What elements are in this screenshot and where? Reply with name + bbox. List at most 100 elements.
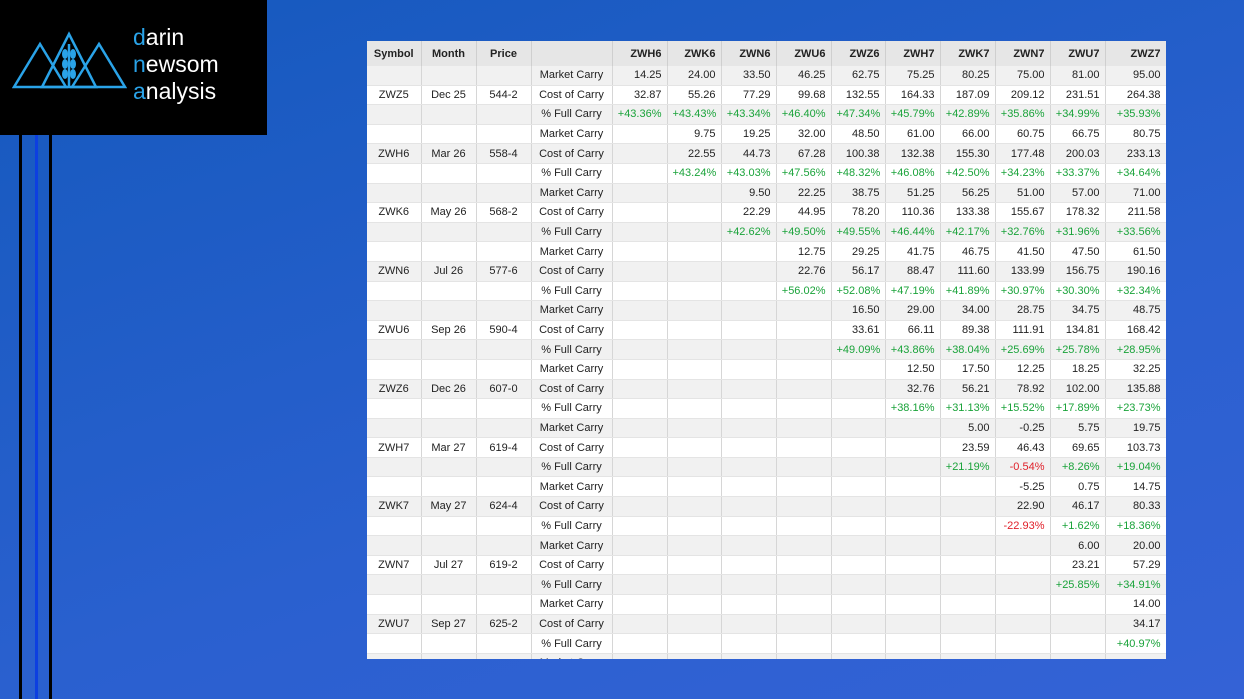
- value-cell: +43.03%: [721, 163, 777, 184]
- price-cell: [476, 418, 532, 439]
- month-cell: [421, 653, 477, 659]
- row-label: Market Carry: [531, 66, 613, 86]
- row-label: Market Carry: [531, 476, 613, 498]
- empty-cell: [667, 633, 722, 654]
- symbol-cell: ZWU7: [367, 614, 422, 635]
- empty-cell: [940, 555, 996, 576]
- value-cell: +47.34%: [831, 104, 886, 125]
- empty-cell: [721, 496, 777, 517]
- value-cell: 5.75: [1050, 418, 1106, 439]
- value-cell: 135.88: [1105, 379, 1166, 400]
- value-cell: 80.33: [1105, 496, 1166, 517]
- empty-cell: [940, 516, 996, 537]
- value-cell: 155.30: [940, 143, 996, 164]
- empty-cell: [612, 379, 668, 400]
- empty-cell: [667, 202, 722, 223]
- table-row: Market Carry 12.75 29.25 41.75 46.75 41.50 47.…: [367, 241, 1166, 262]
- table-row: % Full Carry +25.85% +34.91%: [367, 574, 1166, 596]
- table-container: Symbol Month Price ZWH6 ZWK6 ZWN6 ZWU6 ZWZ6 ZWH7…: [367, 41, 1166, 659]
- symbol-cell: [367, 633, 422, 654]
- value-cell: 69.65: [1050, 437, 1106, 458]
- value-cell: 47.50: [1050, 241, 1106, 262]
- value-cell: 211.58: [1105, 202, 1166, 223]
- row-label: % Full Carry: [531, 398, 613, 419]
- empty-cell: [831, 476, 886, 498]
- value-cell: +43.36%: [612, 104, 668, 125]
- month-cell: Mar 26: [421, 143, 477, 164]
- value-cell: 57.00: [1050, 183, 1106, 204]
- table-row: Market Carry -5.25 0.75 14.75: [367, 476, 1166, 498]
- value-cell: 0.75: [1050, 476, 1106, 498]
- value-cell: +47.19%: [885, 281, 941, 302]
- price-cell: 619-4: [476, 437, 532, 458]
- empty-cell: [721, 457, 777, 478]
- empty-cell: [667, 359, 722, 380]
- empty-cell: [831, 594, 886, 615]
- value-cell: 233.13: [1105, 143, 1166, 164]
- month-cell: Sep 27: [421, 614, 477, 635]
- price-cell: [476, 66, 532, 86]
- header-cell: [531, 41, 613, 66]
- empty-cell: [721, 398, 777, 419]
- table-row: Market Carry 14.25 24.00 33.50 46.25 62.75 75.…: [367, 66, 1166, 86]
- price-cell: [476, 104, 532, 125]
- price-cell: 577-6: [476, 261, 532, 282]
- price-cell: [476, 594, 532, 615]
- table-row: ZWU6 Sep 26 590-4 Cost of Carry 33.61 66.11 89…: [367, 320, 1166, 341]
- table-row: Market Carry 9.75 19.25 32.00 48.50 61.00 66.0…: [367, 124, 1166, 145]
- value-cell: -22.93%: [995, 516, 1051, 537]
- symbol-cell: [367, 300, 422, 321]
- empty-cell: [612, 398, 668, 419]
- symbol-cell: [367, 653, 422, 659]
- empty-cell: [776, 457, 832, 478]
- empty-cell: [831, 614, 886, 635]
- value-cell: 18.25: [1050, 359, 1106, 380]
- value-cell: 264.38: [1105, 85, 1166, 106]
- empty-cell: [667, 574, 722, 596]
- price-cell: [476, 359, 532, 380]
- price-cell: [476, 516, 532, 537]
- empty-cell: [995, 653, 1051, 659]
- symbol-cell: ZWZ6: [367, 379, 422, 400]
- empty-cell: [721, 379, 777, 400]
- value-cell: 78.92: [995, 379, 1051, 400]
- empty-cell: [776, 516, 832, 537]
- price-cell: 619-2: [476, 555, 532, 576]
- value-cell: +31.13%: [940, 398, 996, 419]
- empty-cell: [776, 555, 832, 576]
- empty-cell: [667, 339, 722, 360]
- header-row: Symbol Month Price ZWH6 ZWK6 ZWN6 ZWU6 ZWZ6 ZWH7…: [367, 41, 1166, 66]
- row-label: Cost of Carry: [531, 85, 613, 106]
- value-cell: 77.29: [721, 85, 777, 106]
- empty-cell: [831, 418, 886, 439]
- header-cell: ZWH7: [885, 41, 941, 66]
- empty-cell: [612, 261, 668, 282]
- month-cell: May 26: [421, 202, 477, 223]
- value-cell: 61.00: [885, 124, 941, 145]
- value-cell: +42.62%: [721, 222, 777, 243]
- empty-cell: [612, 183, 668, 204]
- empty-cell: [995, 594, 1051, 615]
- empty-cell: [885, 457, 941, 478]
- value-cell: -0.54%: [995, 457, 1051, 478]
- header-cell: ZWU7: [1050, 41, 1106, 66]
- value-cell: +34.91%: [1105, 574, 1166, 596]
- value-cell: +40.97%: [1105, 633, 1166, 654]
- empty-cell: [995, 614, 1051, 635]
- row-label: % Full Carry: [531, 222, 613, 243]
- month-cell: [421, 398, 477, 419]
- carry-table: Symbol Month Price ZWH6 ZWK6 ZWN6 ZWU6 ZWZ6 ZWH7…: [367, 41, 1166, 659]
- row-label: Market Carry: [531, 418, 613, 439]
- empty-cell: [667, 300, 722, 321]
- empty-cell: [667, 457, 722, 478]
- empty-cell: [885, 653, 941, 659]
- empty-cell: [612, 614, 668, 635]
- empty-cell: [721, 574, 777, 596]
- month-cell: [421, 300, 477, 321]
- value-cell: +33.37%: [1050, 163, 1106, 184]
- value-cell: 66.11: [885, 320, 941, 341]
- value-cell: 168.42: [1105, 320, 1166, 341]
- value-cell: 56.25: [940, 183, 996, 204]
- empty-cell: [667, 183, 722, 204]
